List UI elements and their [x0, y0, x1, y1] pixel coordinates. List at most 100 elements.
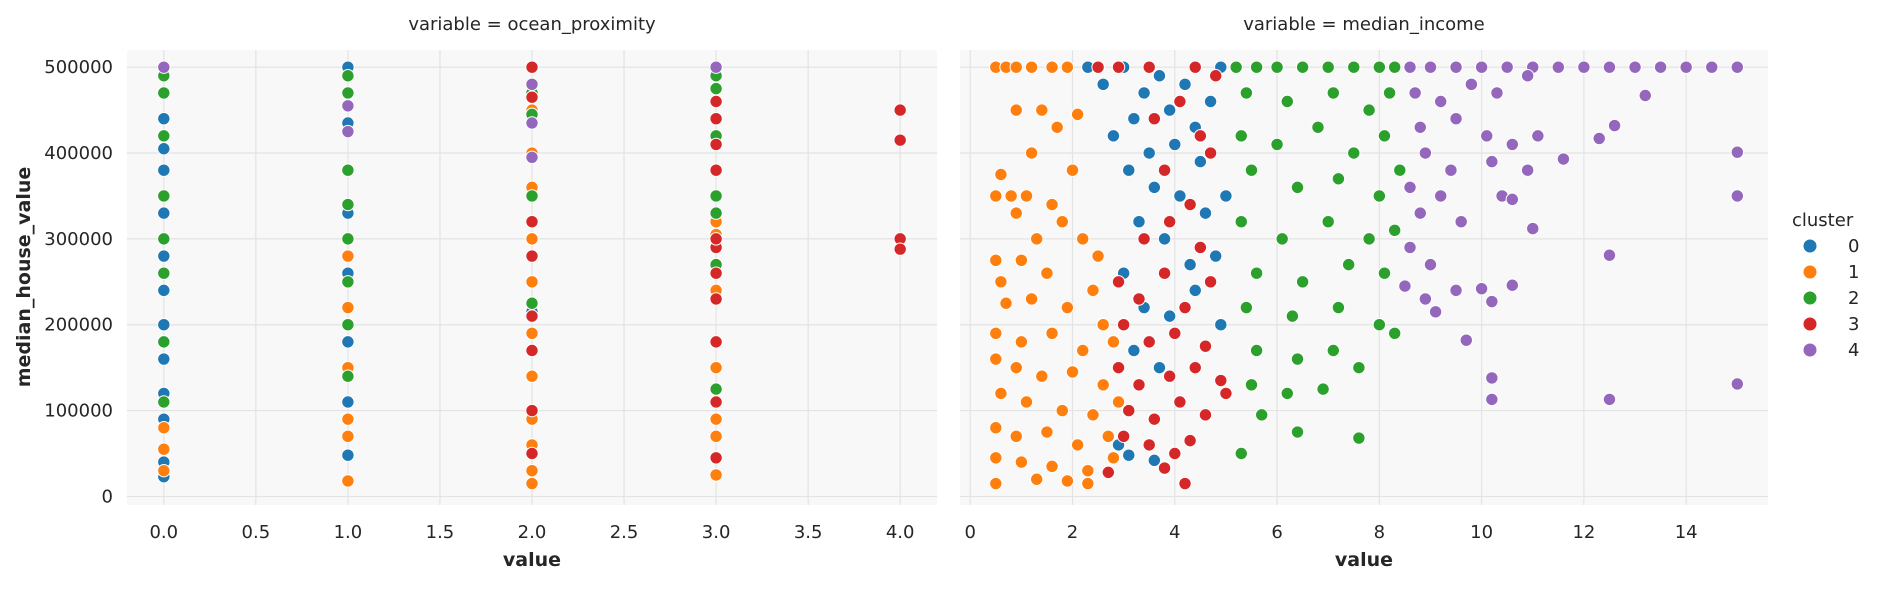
- scatter-point-cluster-1: [157, 421, 171, 435]
- scatter-point-cluster-2: [1234, 129, 1248, 143]
- scatter-point-cluster-4: [1423, 60, 1438, 74]
- scatter-point-cluster-2: [1285, 309, 1300, 323]
- scatter-point-cluster-4: [1638, 88, 1652, 103]
- scatter-point-cluster-2: [1290, 180, 1305, 195]
- scatter-point-cluster-0: [1157, 232, 1172, 246]
- scatter-point-cluster-4: [1418, 146, 1433, 160]
- legend-label-2: 2: [1848, 288, 1859, 309]
- y-axis-title: median_house_value: [13, 167, 35, 388]
- scatter-point-cluster-2: [1326, 86, 1341, 100]
- scatter-point-cluster-0: [1127, 111, 1141, 126]
- scatter-point-cluster-1: [989, 189, 1003, 203]
- scatter-point-cluster-0: [1122, 448, 1136, 462]
- scatter-point-cluster-3: [525, 60, 539, 74]
- scatter-point-cluster-1: [1101, 429, 1116, 444]
- scatter-point-cluster-4: [1556, 152, 1571, 166]
- scatter-point-cluster-0: [1127, 343, 1141, 358]
- scatter-point-cluster-3: [1116, 429, 1131, 444]
- scatter-point-cluster-2: [341, 275, 355, 289]
- scatter-point-cluster-2: [709, 81, 723, 96]
- scatter-point-cluster-3: [1142, 438, 1156, 452]
- scatter-point-cluster-4: [1607, 118, 1622, 133]
- x-tick-label: 8: [1374, 522, 1385, 543]
- scatter-point-cluster-2: [1387, 60, 1402, 74]
- scatter-point-cluster-2: [1372, 318, 1387, 332]
- scatter-point-cluster-1: [989, 421, 1003, 435]
- scatter-point-cluster-1: [709, 468, 723, 482]
- scatter-point-cluster-1: [1014, 455, 1029, 469]
- scatter-point-cluster-2: [1280, 94, 1294, 109]
- scatter-point-cluster-2: [341, 197, 355, 212]
- scatter-point-cluster-1: [1045, 60, 1059, 74]
- scatter-point-cluster-0: [157, 318, 171, 332]
- scatter-point-cluster-2: [341, 369, 355, 383]
- scatter-point-cluster-4: [709, 60, 723, 74]
- legend-marker-4: [1802, 342, 1818, 358]
- scatter-point-cluster-1: [1096, 378, 1110, 392]
- scatter-point-cluster-1: [1030, 232, 1044, 246]
- scatter-point-cluster-3: [1111, 360, 1126, 375]
- scatter-point-cluster-0: [1208, 249, 1223, 263]
- scatter-point-cluster-1: [1045, 326, 1059, 341]
- scatter-point-cluster-0: [1173, 189, 1187, 203]
- scatter-point-cluster-1: [525, 476, 539, 491]
- scatter-point-cluster-1: [1014, 253, 1029, 268]
- scatter-point-cluster-1: [1045, 459, 1059, 474]
- legend-marker-3: [1802, 316, 1818, 332]
- scatter-point-cluster-2: [1249, 343, 1264, 358]
- scatter-point-cluster-3: [1091, 60, 1105, 74]
- scatter-point-cluster-2: [1290, 352, 1305, 366]
- scatter-point-cluster-3: [709, 111, 723, 126]
- scatter-point-cluster-1: [1106, 451, 1121, 465]
- scatter-point-cluster-1: [1060, 60, 1075, 74]
- facet-title-left: variable = ocean_proximity: [408, 14, 656, 35]
- scatter-point-cluster-3: [709, 163, 723, 177]
- scatter-point-cluster-1: [1060, 300, 1075, 315]
- scatter-point-cluster-3: [525, 309, 539, 323]
- scatter-point-cluster-2: [1393, 163, 1407, 177]
- scatter-point-cluster-2: [1362, 103, 1376, 117]
- scatter-point-cluster-1: [1045, 197, 1059, 212]
- scatter-point-cluster-4: [1531, 129, 1545, 143]
- scatter-point-cluster-0: [1132, 214, 1146, 229]
- scatter-point-cluster-0: [1137, 86, 1151, 100]
- scatter-point-cluster-2: [1372, 60, 1387, 74]
- scatter-point-cluster-4: [1577, 60, 1591, 74]
- scatter-point-cluster-4: [1423, 257, 1438, 272]
- scatter-point-cluster-3: [1116, 318, 1131, 332]
- scatter-point-cluster-0: [1147, 180, 1162, 195]
- scatter-point-cluster-4: [341, 124, 355, 139]
- scatter-point-cluster-1: [1009, 103, 1023, 117]
- scatter-point-cluster-3: [525, 90, 539, 104]
- scatter-point-cluster-2: [1331, 300, 1346, 315]
- scatter-point-cluster-3: [1157, 163, 1172, 177]
- scatter-point-cluster-3: [1142, 60, 1156, 74]
- scatter-point-cluster-1: [1076, 232, 1090, 246]
- scatter-point-cluster-2: [1377, 266, 1392, 280]
- scatter-point-cluster-4: [1520, 163, 1535, 177]
- scatter-point-cluster-2: [1382, 86, 1397, 100]
- scatter-point-cluster-0: [157, 142, 171, 156]
- scatter-point-cluster-0: [1203, 94, 1218, 109]
- scatter-point-cluster-4: [1602, 248, 1617, 262]
- scatter-point-cluster-4: [525, 116, 539, 130]
- scatter-point-cluster-2: [1347, 60, 1361, 74]
- scatter-point-cluster-1: [341, 429, 355, 444]
- scatter-point-cluster-1: [525, 275, 539, 289]
- scatter-point-cluster-4: [1408, 86, 1422, 100]
- scatter-point-cluster-1: [1009, 360, 1023, 375]
- scatter-point-cluster-2: [1347, 146, 1361, 160]
- scatter-point-cluster-3: [709, 232, 723, 246]
- scatter-point-cluster-1: [1070, 107, 1085, 122]
- scatter-point-cluster-0: [157, 283, 171, 298]
- scatter-point-cluster-1: [525, 326, 539, 341]
- scatter-point-cluster-2: [709, 382, 723, 396]
- scatter-point-cluster-3: [1168, 326, 1182, 341]
- scatter-point-cluster-0: [1193, 154, 1208, 169]
- scatter-point-cluster-1: [1024, 146, 1039, 160]
- y-tick-label: 0: [102, 486, 113, 507]
- scatter-point-cluster-4: [1526, 221, 1540, 236]
- scatter-point-cluster-1: [1086, 283, 1100, 298]
- scatter-point-cluster-1: [1030, 472, 1044, 486]
- scatter-point-cluster-0: [157, 249, 171, 263]
